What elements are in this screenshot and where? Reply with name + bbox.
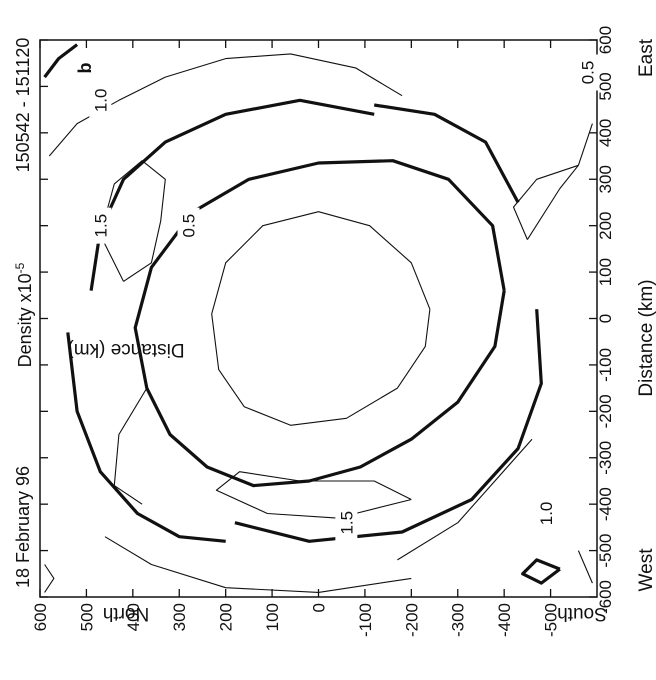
contour-label-background	[89, 82, 112, 119]
contour-line-5	[66, 332, 226, 543]
y-tick-label: -100	[356, 603, 375, 637]
contour-label-background	[576, 54, 599, 91]
chart-quantity: Density x10-5	[13, 262, 35, 368]
contour-line-7	[215, 471, 412, 519]
y-tick-label: 300	[170, 603, 189, 631]
x-tick-label: 400	[596, 119, 615, 147]
y-tick-label: 200	[217, 603, 236, 631]
plot-frame	[39, 39, 598, 598]
contour-label-background	[335, 504, 358, 541]
contour-line-9	[48, 53, 403, 157]
x-tick-label: 500	[596, 72, 615, 100]
contour-line-16	[44, 564, 55, 593]
y-tick-label: 400	[124, 603, 143, 631]
contour-label-background	[177, 207, 200, 244]
y-tick-label: 0	[309, 603, 328, 612]
contour-line-14	[43, 43, 79, 79]
x-tick-label: 600	[596, 26, 615, 54]
contour-line-10	[104, 536, 412, 593]
contour-line-8	[512, 164, 579, 240]
x-tick-label: -500	[596, 534, 615, 568]
x-left-direction-label: West	[636, 548, 656, 592]
contour-line-15	[521, 558, 561, 585]
panel-label: b	[75, 62, 95, 74]
y-tick-label: -300	[449, 603, 468, 637]
x-tick-label: -400	[596, 487, 615, 521]
x-right-direction-label: East	[636, 38, 656, 78]
chart-time-range: 150542 - 151120	[13, 37, 33, 173]
y-tick-label: 500	[77, 603, 96, 631]
x-tick-label: -300	[596, 441, 615, 475]
x-tick-label: 0	[596, 314, 615, 323]
contour-label: 1.5	[337, 511, 356, 535]
x-axis-title: Distance (km)	[636, 279, 656, 397]
contour-line-11	[397, 438, 533, 561]
contour-line-2	[89, 98, 375, 291]
x-tick-label: -600	[596, 580, 615, 614]
contour-line-12	[113, 387, 148, 505]
y-top-direction-label: North	[102, 603, 150, 624]
contour-line-4	[373, 103, 520, 204]
x-tick-label: -200	[596, 394, 615, 428]
contour-line-0	[211, 211, 431, 426]
contour-label: 1.0	[91, 89, 110, 113]
y-tick-label: -500	[542, 603, 561, 637]
contour-label-background	[534, 495, 557, 532]
contour-line-3	[234, 309, 543, 543]
y-tick-label: 600	[31, 603, 50, 631]
y-bottom-direction-label: South	[557, 603, 607, 624]
contour-layer	[43, 43, 593, 593]
x-tick-label: 300	[596, 165, 615, 193]
contour-label: 1.5	[91, 214, 110, 238]
contour-label: 1.0	[537, 502, 556, 526]
tick-layer: -600 -500 -400 -300 -200 -100 0 100 200 300 400 500…	[31, 26, 615, 637]
x-tick-label: 100	[596, 258, 615, 286]
y-tick-label: -200	[402, 603, 421, 637]
contour-label-background	[89, 207, 112, 244]
contour-line-17	[577, 550, 593, 584]
quantity-exponent: -5	[13, 262, 27, 274]
contour-label: 0.5	[179, 214, 198, 238]
y-axis-title: Distance (km)	[67, 339, 185, 360]
contour-line-13	[577, 123, 593, 166]
y-tick-label: -400	[495, 603, 514, 637]
x-tick-label: -100	[596, 348, 615, 382]
contour-label-layer: 1.0 0.5 1.5 0.5 1.0 1.5	[89, 54, 599, 541]
chart-date: 18 February 96	[13, 465, 33, 589]
y-tick-label: 100	[263, 603, 282, 631]
contour-label: 0.5	[579, 61, 598, 85]
x-tick-label: 200	[596, 211, 615, 239]
